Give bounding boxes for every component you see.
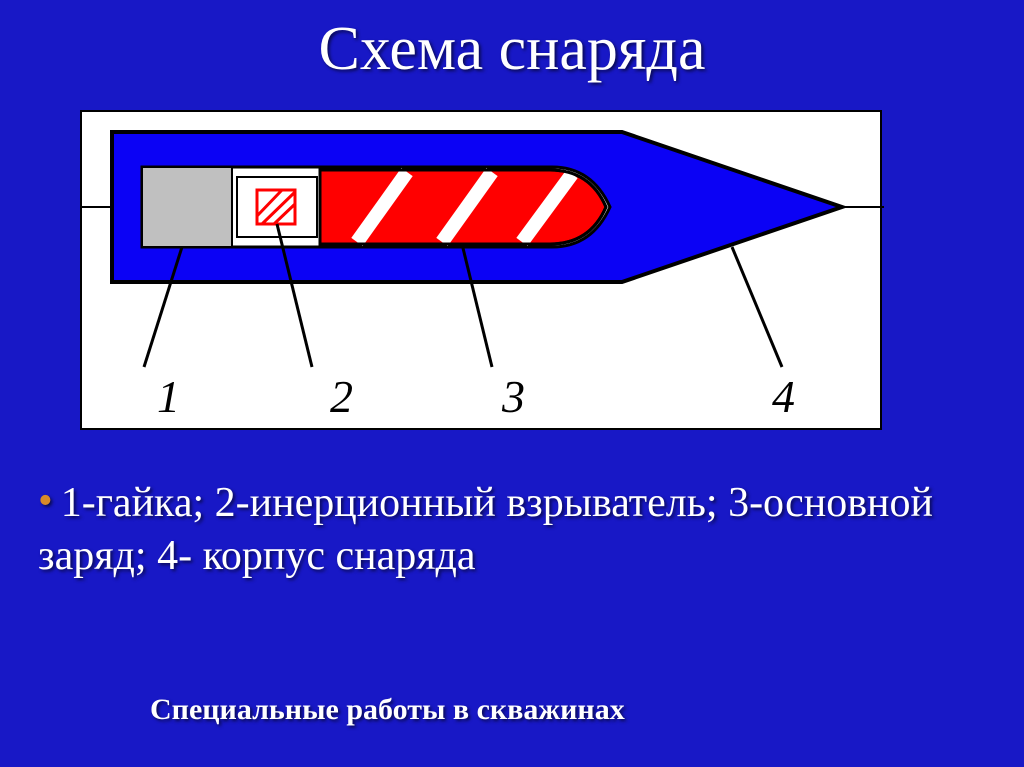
callout-1: 1 — [157, 371, 180, 422]
footer-text: Специальные работы в скважинах — [150, 693, 625, 727]
legend-block: •1-гайка; 2-инерционный взрыватель; 3-ос… — [38, 475, 986, 582]
callout-4: 4 — [772, 371, 795, 422]
bullet-icon: • — [38, 478, 53, 524]
callout-3: 3 — [501, 371, 525, 422]
projectile-diagram: 1 2 3 4 — [82, 112, 884, 432]
slide-title: Схема снаряда — [0, 0, 1024, 85]
diagram-container: 1 2 3 4 — [80, 110, 882, 430]
legend-text: 1-гайка; 2-инерционный взрыватель; 3-осн… — [38, 480, 933, 579]
callout-2: 2 — [330, 371, 353, 422]
